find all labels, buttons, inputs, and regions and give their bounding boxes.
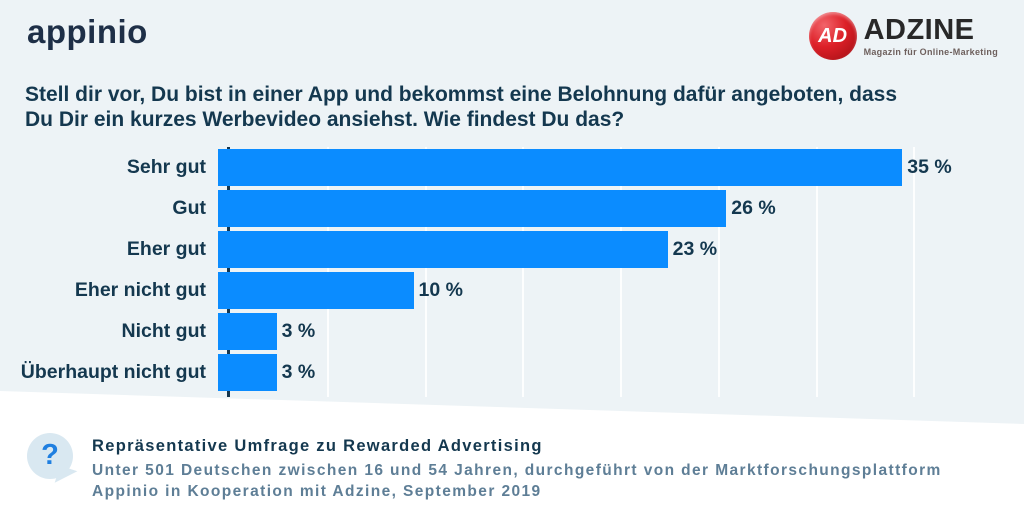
bar-value-label: 10 % [418, 279, 463, 301]
adzine-logo-tagline: Magazin für Online-Marketing [863, 46, 998, 57]
bar-value-label: 23 % [672, 238, 718, 260]
chart-row: Überhaupt nicht gut 3 % [0, 352, 1024, 393]
category-label: Sehr gut [126, 156, 206, 178]
category-label: Überhaupt nicht gut [20, 361, 206, 383]
survey-question-title: Stell dir vor, Du bist in einer App und … [25, 82, 995, 132]
footer-subtitle: Unter 501 Deutschen zwischen 16 und 54 J… [92, 460, 942, 502]
gridline-15pct [522, 147, 525, 397]
gridline-10pct [424, 147, 427, 397]
adzine-logo: AD ADZINE Magazin für Online-Marketing [808, 12, 998, 60]
category-label: Eher nicht gut [74, 279, 206, 301]
chart-row: Sehr gut 35 % [0, 147, 1024, 188]
chart-row: Gut 26 % [0, 188, 1024, 229]
question-mark-glyph: ? [41, 438, 59, 471]
gridline-20pct [620, 147, 622, 397]
footer-subtitle-line-1: Unter 501 Deutschen zwischen 16 und 54 J… [92, 462, 942, 479]
adzine-badge-icon: AD [808, 12, 857, 60]
footer-heading: Repräsentative Umfrage zu Rewarded Adver… [92, 437, 543, 455]
title-line-2: Du Dir ein kurzes Werbevideo ansiehst. W… [25, 108, 625, 131]
category-label: Nicht gut [121, 320, 206, 342]
gridline-25pct [717, 147, 720, 397]
chart-row: Nicht gut 3 % [0, 311, 1024, 352]
gridline-30pct [815, 147, 818, 397]
appinio-logo: appinio [27, 13, 148, 50]
bar-1 [218, 149, 903, 186]
bar-value-label: 3 % [281, 361, 316, 383]
bar-2 [218, 190, 727, 227]
adzine-badge-text: AD [818, 24, 848, 47]
question-mark-bubble-icon: ? [27, 433, 78, 489]
chart-row: Eher nicht gut 10 % [0, 270, 1024, 311]
bar-3 [218, 231, 668, 268]
bar-4 [218, 272, 414, 309]
category-label: Eher gut [126, 238, 206, 260]
category-label: Gut [172, 197, 206, 219]
chart-row: Eher gut 23 % [0, 229, 1024, 270]
adzine-logo-name: ADZINE [863, 13, 975, 46]
bar-value-label: 26 % [731, 197, 776, 219]
title-line-1: Stell dir vor, Du bist in einer App und … [25, 83, 897, 106]
bar-value-label: 35 % [907, 156, 952, 178]
footer-band: ? Repräsentative Umfrage zu Rewarded Adv… [0, 391, 1024, 514]
bar-5 [218, 313, 277, 350]
bar-6 [218, 354, 277, 391]
bar-value-label: 3 % [281, 320, 316, 342]
bar-chart: Sehr gut 35 % Gut 26 % Eher gut 23 % Eher nich… [0, 147, 1024, 397]
footer-subtitle-line-2: Appinio in Kooperation mit Adzine, Septe… [92, 483, 542, 500]
gridline-35pct [913, 147, 916, 397]
